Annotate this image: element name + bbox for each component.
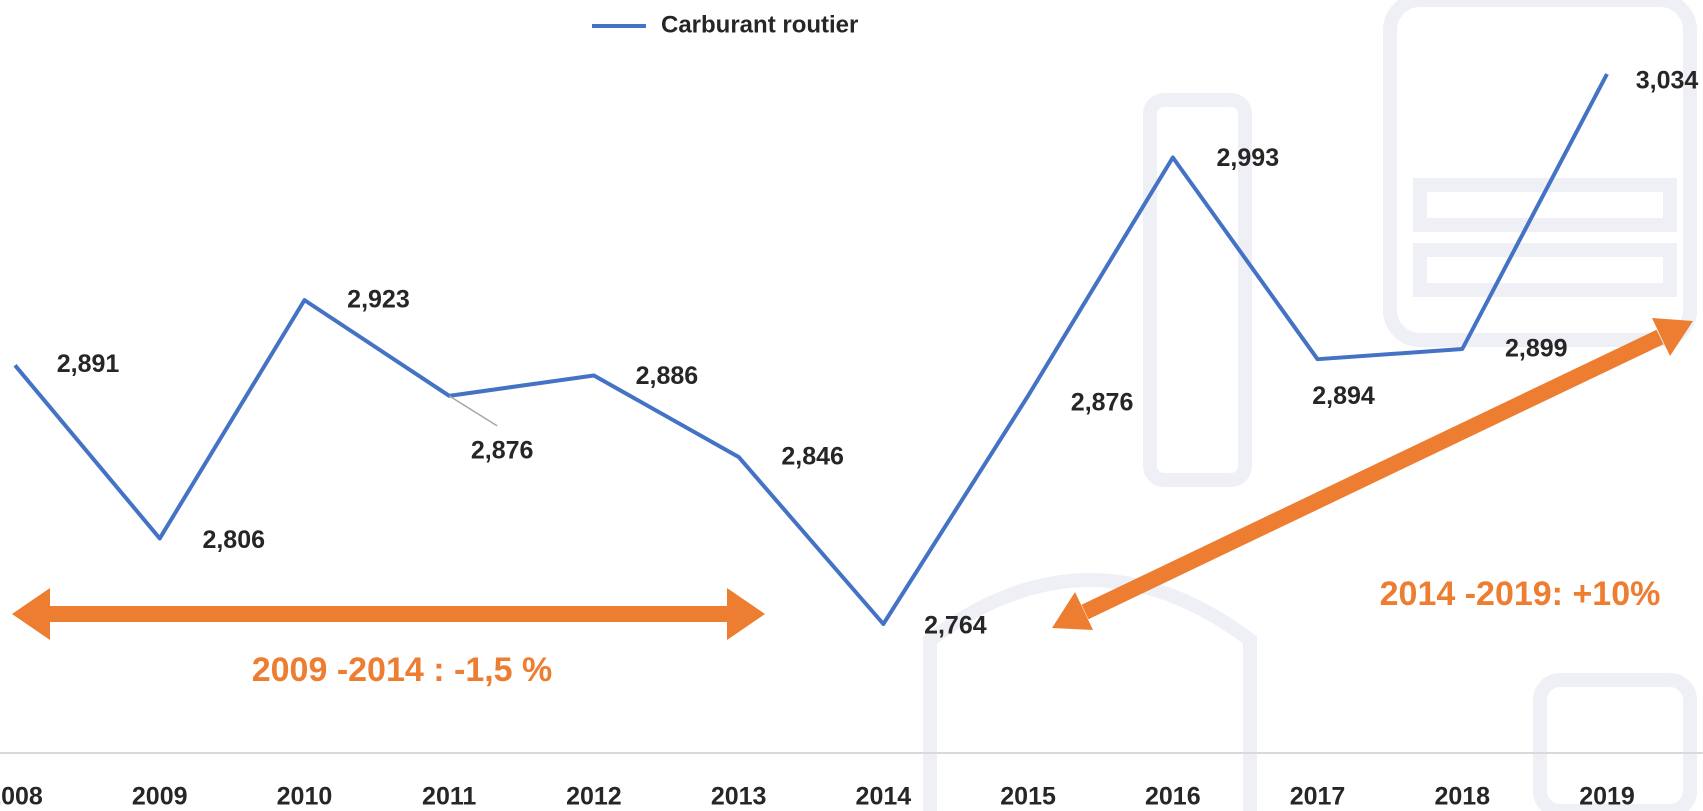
arrow-2014-2019 (1052, 318, 1693, 630)
x-tick-label: 2008 (0, 783, 43, 811)
background-decoration (923, 0, 1697, 811)
series-line (13, 73, 1609, 626)
data-label: 2,846 (781, 443, 844, 471)
x-tick-label: 2019 (1579, 783, 1635, 811)
x-tick-label: 2010 (277, 783, 333, 811)
x-tick-label: 2013 (711, 783, 767, 811)
x-tick-label: 2015 (1000, 783, 1056, 811)
legend-label: Carburant routier (661, 11, 858, 38)
x-tick-label: 2018 (1434, 783, 1490, 811)
data-label: 2,993 (1217, 144, 1280, 172)
leader-line (448, 395, 498, 427)
data-label: 2,891 (57, 350, 120, 378)
data-label: 2,806 (202, 526, 265, 554)
annotation: 2014 -2019: +10% (1380, 575, 1661, 613)
x-tick-label: 2012 (566, 783, 622, 811)
data-label: 2,764 (924, 612, 987, 640)
data-label: 2,876 (471, 436, 534, 464)
x-tick-label: 2017 (1290, 783, 1346, 811)
data-label: 3,034 (1636, 67, 1699, 95)
x-tick-label: 2009 (132, 783, 188, 811)
annotation: 2009 -2014 : -1,5 % (252, 651, 553, 689)
x-tick-label: 2014 (856, 783, 912, 811)
data-label: 2,886 (636, 362, 699, 390)
data-label: 2,894 (1312, 382, 1375, 410)
data-label: 2,876 (1071, 388, 1134, 416)
x-tick-label: 2011 (422, 783, 476, 811)
x-tick-label: 2016 (1145, 783, 1201, 811)
arrow-2009-2014 (12, 588, 765, 640)
data-label: 2,923 (347, 286, 410, 314)
data-label: 2,899 (1505, 335, 1568, 363)
